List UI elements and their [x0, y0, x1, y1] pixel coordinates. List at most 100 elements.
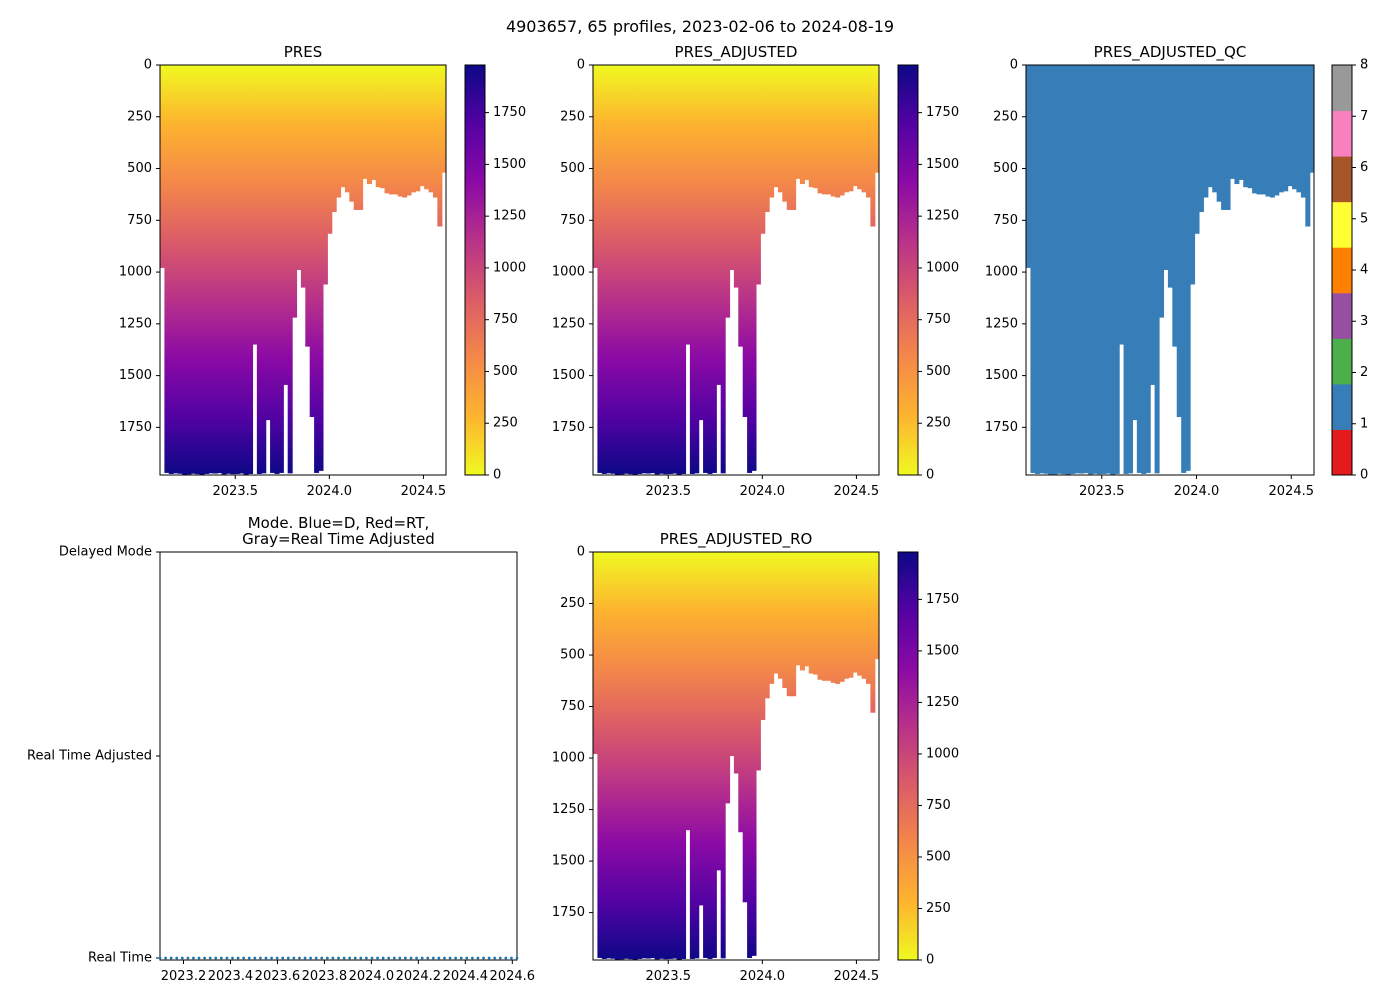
- profile-column: [826, 552, 832, 681]
- profile-column: [826, 65, 832, 195]
- profile-column: [230, 65, 236, 475]
- mode-point: [443, 956, 446, 960]
- y-tick-label: 1250: [985, 316, 1018, 331]
- profile-column: [799, 65, 805, 185]
- panel-5: PRES_ADJUSTED_RO 0 250 500 750 1000 1250 1500 17…: [552, 530, 959, 984]
- profile-column: [861, 65, 867, 193]
- profile-column: [217, 65, 223, 474]
- profile-column: [839, 65, 845, 196]
- profile-column: [786, 552, 792, 697]
- profile-column: [221, 65, 227, 475]
- mode-point: [342, 956, 346, 960]
- profile-column: [1154, 65, 1160, 474]
- figure-title: 4903657, 65 profiles, 2023-02-06 to 2024…: [506, 17, 894, 36]
- profile-column: [1229, 65, 1235, 179]
- profile-column: [1136, 65, 1142, 473]
- profile-column: [729, 552, 735, 756]
- x-tick-label: 2024.6: [490, 969, 536, 984]
- profile-column: [755, 552, 761, 771]
- profile-column: [694, 552, 700, 959]
- profile-column: [243, 65, 249, 475]
- profile-column: [632, 65, 638, 475]
- profile-column: [349, 65, 355, 202]
- profile-column: [340, 65, 346, 188]
- mode-point: [476, 956, 480, 960]
- profile-column: [689, 552, 695, 959]
- profile-column: [1243, 65, 1249, 188]
- colorbar: 0 250 500 750 1000 1250 1500 1750: [464, 64, 526, 483]
- plot-frame: [592, 551, 880, 961]
- profile-column: [641, 65, 647, 474]
- mode-point: [303, 956, 307, 960]
- profile-column: [720, 65, 726, 474]
- profile-column: [615, 552, 621, 960]
- mode-point: [370, 956, 374, 960]
- profile-column: [799, 552, 805, 671]
- profile-column: [808, 65, 814, 188]
- profile-column: [1287, 65, 1293, 187]
- profile-column: [773, 65, 779, 188]
- colorbar-tick-label: 250: [493, 416, 518, 431]
- mode-point: [482, 956, 485, 960]
- mode-point: [286, 956, 290, 960]
- x-tick-label: 2023.6: [255, 969, 301, 984]
- panel-4: Mode. Blue=D, Red=RT,Gray=Real Time Adju…: [27, 514, 535, 984]
- profile-column: [1238, 65, 1244, 180]
- profile-column: [212, 65, 218, 474]
- data-columns: [1026, 65, 1314, 475]
- profile-column: [795, 65, 801, 179]
- profile-column: [610, 65, 616, 474]
- colorbar-tick-label: 750: [926, 798, 951, 813]
- mode-point: [186, 956, 190, 960]
- profile-column: [388, 65, 394, 195]
- profile-column: [406, 65, 412, 196]
- x-tick-label: 2024.0: [307, 484, 353, 499]
- mode-point: [437, 956, 441, 960]
- mode-point: [353, 956, 357, 960]
- profile-column: [870, 65, 876, 227]
- profile-column: [703, 552, 709, 958]
- profile-column: [1101, 65, 1107, 474]
- x-tick-label: 2024.0: [740, 969, 786, 984]
- profile-column: [637, 65, 643, 474]
- profile-column: [1127, 65, 1134, 474]
- profile-column: [857, 552, 863, 676]
- profile-column: [830, 552, 836, 683]
- mode-point: [398, 956, 402, 960]
- mode-point: [454, 956, 458, 960]
- profile-column: [1070, 65, 1076, 474]
- profile-column: [1061, 65, 1067, 475]
- y-tick-label: 0: [577, 545, 585, 560]
- mode-point: [404, 956, 407, 960]
- panel-3: PRES_ADJUSTED_QC025050075010001250150017…: [985, 43, 1368, 499]
- profile-column: [861, 552, 867, 679]
- profile-column: [265, 65, 271, 421]
- profile-column: [654, 65, 660, 475]
- mode-point: [415, 956, 418, 960]
- mode-point: [376, 956, 379, 960]
- colorbar-tick-label: 250: [926, 416, 951, 431]
- profile-column: [292, 65, 298, 318]
- profile-column: [1114, 65, 1120, 474]
- mode-point: [448, 956, 452, 960]
- x-tick-label: 2024.5: [834, 484, 880, 499]
- profile-column: [1119, 65, 1125, 345]
- profile-column: [375, 65, 381, 188]
- profile-column: [1283, 65, 1289, 192]
- profile-column: [689, 65, 695, 474]
- mode-point: [431, 956, 435, 960]
- profile-column: [1167, 65, 1173, 288]
- profile-column: [843, 552, 849, 679]
- mode-point: [348, 956, 352, 960]
- profile-column: [1190, 65, 1196, 285]
- profile-column: [195, 65, 201, 475]
- profile-column: [1300, 65, 1306, 198]
- profile-column: [698, 552, 704, 906]
- profile-column: [645, 65, 651, 474]
- y-tick-label: 1750: [552, 905, 585, 920]
- y-tick-label: 1000: [552, 265, 585, 280]
- profile-column: [667, 65, 673, 474]
- panel-title: PRES_ADJUSTED_QC: [1094, 43, 1247, 62]
- profile-column: [773, 552, 779, 674]
- profile-column: [641, 552, 647, 959]
